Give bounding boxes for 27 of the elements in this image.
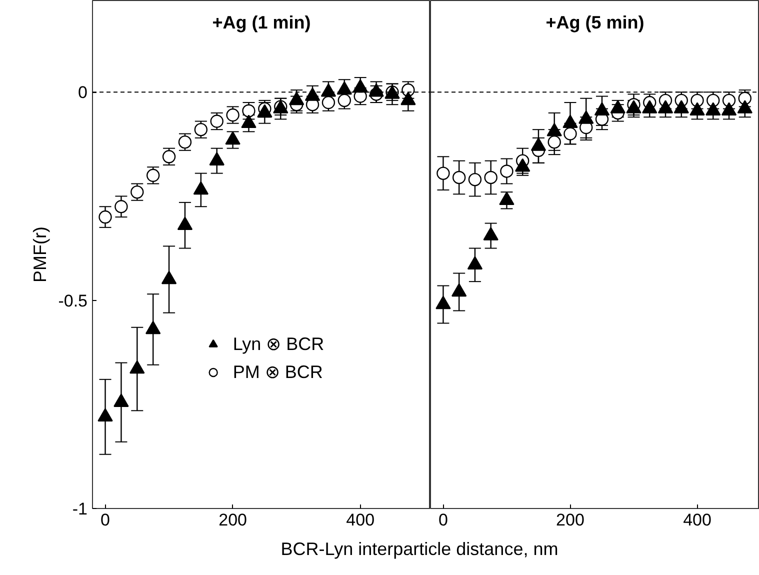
point [564,127,577,140]
y-tick-label: -0.5 [58,291,88,310]
point [499,192,514,206]
point [468,172,482,186]
x-axis-title: BCR-Lyn interparticle distance, nm [280,538,558,561]
x-tick-label: 400 [346,510,375,530]
point [436,296,451,310]
x-tick-label: 400 [683,510,712,530]
y-tick-label: -1 [72,500,88,518]
text: +Ag (5 min) [546,12,644,32]
legend-label: PM ⊗ BCR [232,361,323,383]
point [452,170,466,184]
x-tick-label: 200 [218,510,247,530]
point [548,135,561,149]
y-axis-title: PMF(r) [30,226,50,282]
point [451,283,467,297]
point [483,227,498,240]
text: +Ag (1 min) [212,12,311,32]
x-tick-label: 0 [438,510,448,530]
point [484,170,498,184]
legend-label: Lyn ⊗ BCR [232,333,324,355]
point [467,256,483,270]
point [500,164,514,178]
x-tick-label: 0 [100,510,110,530]
point [436,166,450,180]
x-tick-label: 200 [556,510,584,530]
y-tick-label: 0 [78,83,88,102]
